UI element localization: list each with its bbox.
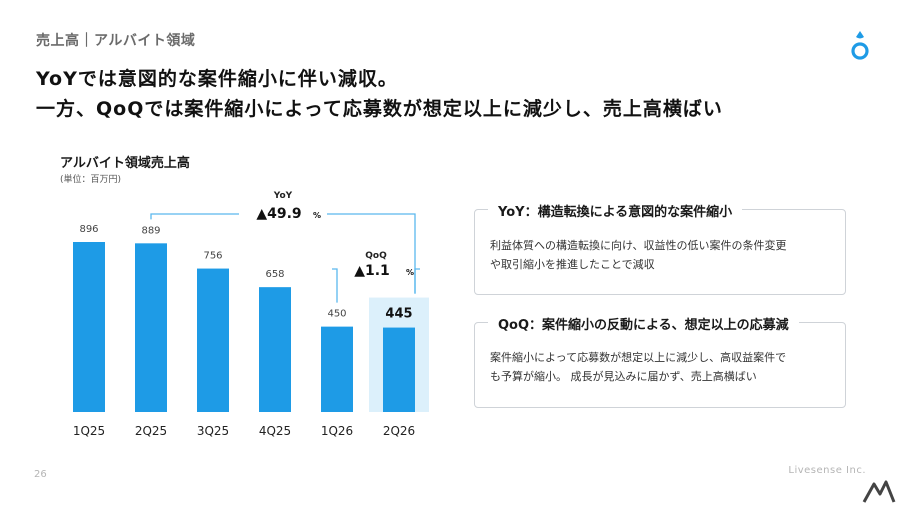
tick-label-1Q26: 1Q26: [321, 424, 353, 438]
yoy-card-body: 利益体質への構造転換に向け、収益性の低い案件の条件変更 や取引縮小を推進したこと…: [490, 236, 830, 274]
corner-logo-icon: [862, 480, 896, 503]
tick-label-3Q25: 3Q25: [197, 424, 229, 438]
bar-4Q25: [259, 287, 291, 412]
company-name: Livesense Inc.: [788, 465, 866, 476]
bar-1Q26: [321, 326, 353, 412]
yoy-card-title: YoY：構造転換による意図的な案件縮小: [488, 201, 743, 220]
qoq-card-title: QoQ：案件縮小の反動による、想定以上の応募減: [488, 314, 799, 333]
headline-line-1: YoYでは意図的な案件縮小に伴い減収。: [36, 68, 398, 90]
brand-logo-icon: [851, 31, 869, 60]
qoq-card-line-2: も予算が縮小。 成長が見込みに届かず、売上高横ばい: [490, 370, 757, 383]
headline-line-2: 一方、QoQでは案件縮小によって応募数が想定以上に減少し、売上高横ばい: [36, 98, 723, 120]
data-label-4Q25: 658: [265, 269, 284, 280]
qoq-label: QoQ: [365, 251, 387, 261]
yoy-card: [474, 209, 846, 295]
data-label-2Q26: 445: [385, 307, 412, 322]
qoq-value: ▲1.1: [354, 263, 390, 279]
yoy-value: ▲49.9: [256, 206, 301, 222]
headline: YoYでは意図的な案件縮小に伴い減収。 一方、QoQでは案件縮小によって応募数が…: [36, 64, 723, 124]
bar-2Q26: [383, 327, 415, 412]
page-number: 26: [34, 469, 47, 480]
yoy-bracket-left: [150, 213, 239, 220]
qoq-card-body: 案件縮小によって応募数が想定以上に減少し、高収益案件で も予算が縮小。 成長が見…: [490, 348, 830, 386]
data-label-1Q26: 450: [327, 309, 346, 320]
yoy-unit: %: [313, 211, 321, 220]
yoy-card-line-1: 利益体質への構造転換に向け、収益性の低い案件の条件変更: [490, 239, 787, 252]
tick-label-2Q26: 2Q26: [383, 424, 415, 438]
tick-label-2Q25: 2Q25: [135, 424, 167, 438]
data-label-3Q25: 756: [203, 251, 222, 262]
qoq-card: [474, 322, 846, 408]
chart-unit: (単位：百万円): [60, 175, 122, 185]
tick-label-4Q25: 4Q25: [259, 424, 291, 438]
bar-2Q25: [135, 243, 167, 412]
bar-3Q25: [197, 268, 229, 412]
data-label-2Q25: 889: [141, 225, 160, 236]
yoy-label: YoY: [273, 191, 293, 201]
yoy-bracket-right: [327, 213, 416, 294]
qoq-unit: %: [406, 268, 414, 277]
qoq-card-line-1: 案件縮小によって応募数が想定以上に減少し、高収益案件で: [490, 351, 787, 364]
data-label-1Q25: 896: [79, 224, 98, 235]
qoq-bracket-right: [414, 268, 420, 294]
chart-title: アルバイト領域売上高: [60, 156, 190, 171]
yoy-card-line-2: や取引縮小を推進したことで減収: [490, 258, 655, 271]
bar-1Q25: [73, 242, 105, 412]
qoq-bracket-left: [332, 268, 338, 303]
bar-chart: 896 1Q25 889 2Q25 756 3Q25 658 4Q25 450 1Q26 445 2Q…: [73, 191, 429, 438]
tick-label-1Q25: 1Q25: [73, 424, 105, 438]
section-label: 売上高｜アルバイト領域: [36, 33, 196, 49]
